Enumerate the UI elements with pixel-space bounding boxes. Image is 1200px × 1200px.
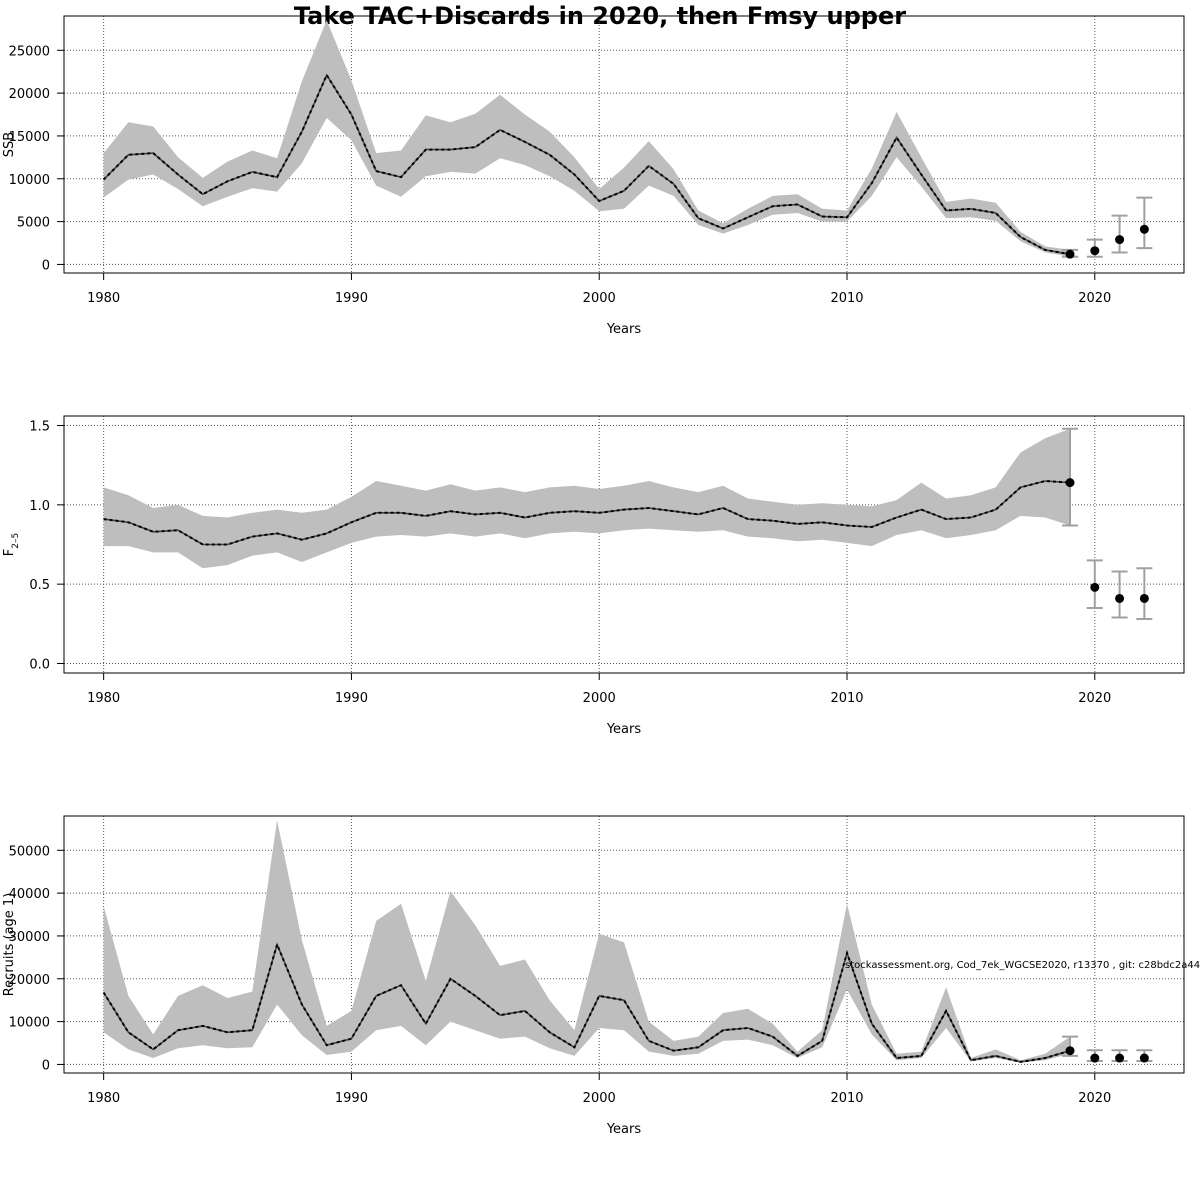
estimate-line-dashed bbox=[102, 72, 1071, 256]
y-tick-label: 30000 bbox=[9, 930, 50, 945]
x-tick-label: 2020 bbox=[1078, 291, 1111, 306]
estimate-line-dashed bbox=[102, 941, 1071, 1063]
x-tick-label: 2000 bbox=[583, 291, 616, 306]
x-tick-label: 2000 bbox=[583, 1091, 616, 1106]
y-tick-label: 0 bbox=[42, 1058, 50, 1073]
y-tick-label: 5000 bbox=[17, 216, 50, 231]
forecast-point bbox=[1115, 235, 1125, 245]
y-tick-label: 10000 bbox=[9, 173, 50, 188]
y-tick-label: 25000 bbox=[9, 44, 50, 59]
y-axis-title: SSB bbox=[2, 132, 17, 157]
plot-frame bbox=[63, 415, 1185, 674]
x-axis-title: Years bbox=[606, 722, 642, 737]
x-tick-label: 1980 bbox=[87, 1091, 120, 1106]
y-axis-title: Recruits (age 1) bbox=[2, 893, 17, 997]
x-tick-label: 2010 bbox=[830, 291, 863, 306]
panel-2: 1980 1990 2000 2010 2020 0.0 0.5 1.0 1.5 Years F2–… bbox=[2, 415, 1185, 737]
estimate-line-dashed bbox=[103, 479, 1071, 546]
panel-1: 1980 1990 2000 2010 2020 0 5000 10000 15000 20000… bbox=[2, 15, 1185, 337]
forecast-point bbox=[1065, 1046, 1075, 1056]
x-tick-label: 1980 bbox=[87, 291, 120, 306]
y-tick-label: 10000 bbox=[9, 1016, 50, 1031]
y-tick-label: 0.5 bbox=[29, 578, 50, 593]
x-tick-label: 1990 bbox=[335, 691, 368, 706]
y-tick-label: 20000 bbox=[9, 87, 50, 102]
forecast-point bbox=[1090, 246, 1100, 256]
x-tick-label: 2020 bbox=[1078, 691, 1111, 706]
x-tick-label: 2020 bbox=[1078, 1091, 1111, 1106]
y-axis-title: F2–5 bbox=[2, 533, 21, 556]
x-tick-label: 1990 bbox=[335, 291, 368, 306]
x-tick-label: 1990 bbox=[335, 1091, 368, 1106]
y-tick-label: 1.5 bbox=[29, 420, 50, 435]
plot-frame bbox=[63, 815, 1185, 1074]
forecast-point bbox=[1065, 249, 1075, 259]
panel-3: 1980 1990 2000 2010 2020 0 10000 20000 30000 4000… bbox=[2, 815, 1185, 1137]
y-tick-label: 40000 bbox=[9, 887, 50, 902]
x-tick-label: 1980 bbox=[87, 691, 120, 706]
footnote-text: stockassessment.org, Cod_7ek_WGCSE2020, … bbox=[845, 960, 1200, 971]
confidence-band bbox=[103, 20, 1071, 257]
y-tick-label: 0.0 bbox=[29, 657, 50, 672]
forecast-point bbox=[1115, 593, 1125, 603]
forecast-point bbox=[1090, 582, 1100, 592]
y-tick-label: 0 bbox=[42, 258, 50, 273]
x-axis-title: Years bbox=[606, 322, 642, 337]
x-tick-label: 2000 bbox=[583, 691, 616, 706]
forecast-point bbox=[1065, 478, 1075, 488]
forecast-point bbox=[1139, 593, 1149, 603]
y-axis-title-subscript: 2–5 bbox=[11, 533, 21, 549]
y-tick-label: 15000 bbox=[9, 130, 50, 145]
x-tick-label: 2010 bbox=[830, 691, 863, 706]
y-tick-label: 1.0 bbox=[29, 499, 50, 514]
forecast-point bbox=[1139, 224, 1149, 234]
y-tick-label: 20000 bbox=[9, 973, 50, 988]
y-tick-label: 50000 bbox=[9, 844, 50, 859]
forecast-point bbox=[1115, 1053, 1125, 1063]
x-tick-label: 2010 bbox=[830, 1091, 863, 1106]
confidence-band bbox=[103, 820, 1071, 1063]
x-axis-title: Years bbox=[606, 1122, 642, 1137]
confidence-band bbox=[103, 428, 1071, 569]
forecast-point bbox=[1090, 1053, 1100, 1063]
forecast-point bbox=[1139, 1053, 1149, 1063]
plot-frame bbox=[63, 15, 1185, 274]
